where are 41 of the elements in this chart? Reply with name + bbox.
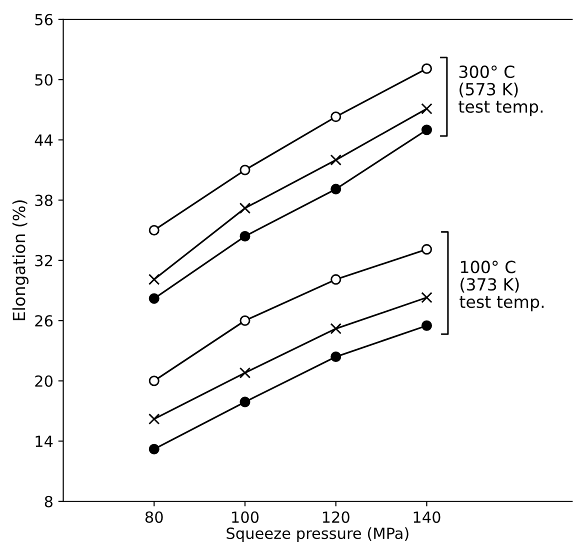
- point: [421, 124, 432, 136]
- point: [148, 444, 160, 454]
- y-tick-label: 44: [34, 134, 53, 146]
- point: [240, 164, 250, 176]
- annotation: 100° C (373 K) test temp.: [460, 260, 544, 312]
- point: [330, 351, 342, 362]
- point: [330, 184, 342, 194]
- point: [421, 103, 432, 114]
- x-axis-title: Squeeze pressure (MPa): [226, 527, 408, 542]
- y-tick-label: 26: [35, 315, 53, 327]
- point: [421, 320, 432, 331]
- x-tick-label: 120: [322, 511, 350, 523]
- point: [148, 293, 160, 304]
- y-tick-label: 8: [44, 496, 52, 508]
- point: [240, 396, 250, 408]
- y-tick-label: 38: [35, 194, 52, 206]
- y-tick-label: 20: [35, 375, 53, 387]
- point: [239, 202, 251, 214]
- annotation: 300° C (573 K) test temp.: [458, 65, 543, 116]
- point: [421, 63, 432, 74]
- point: [421, 244, 432, 255]
- point: [240, 231, 250, 242]
- x-tick-label: 100: [232, 511, 259, 523]
- point: [239, 367, 251, 378]
- x-tick-label: 80: [145, 511, 163, 523]
- point: [240, 315, 250, 326]
- point: [148, 224, 160, 236]
- point: [148, 413, 160, 425]
- y-tick-label: 50: [35, 74, 53, 86]
- x-tick-label: 140: [414, 511, 440, 523]
- y-tick-label: 32: [35, 254, 52, 266]
- point: [330, 323, 342, 334]
- point: [330, 274, 342, 285]
- y-tick-label: 14: [36, 436, 53, 447]
- point: [421, 292, 432, 304]
- point: [330, 112, 342, 122]
- y-tick-label: 56: [35, 14, 53, 26]
- point: [148, 274, 160, 286]
- point: [148, 376, 160, 386]
- point: [330, 154, 342, 166]
- y-axis-title: Elongation (%): [12, 200, 29, 320]
